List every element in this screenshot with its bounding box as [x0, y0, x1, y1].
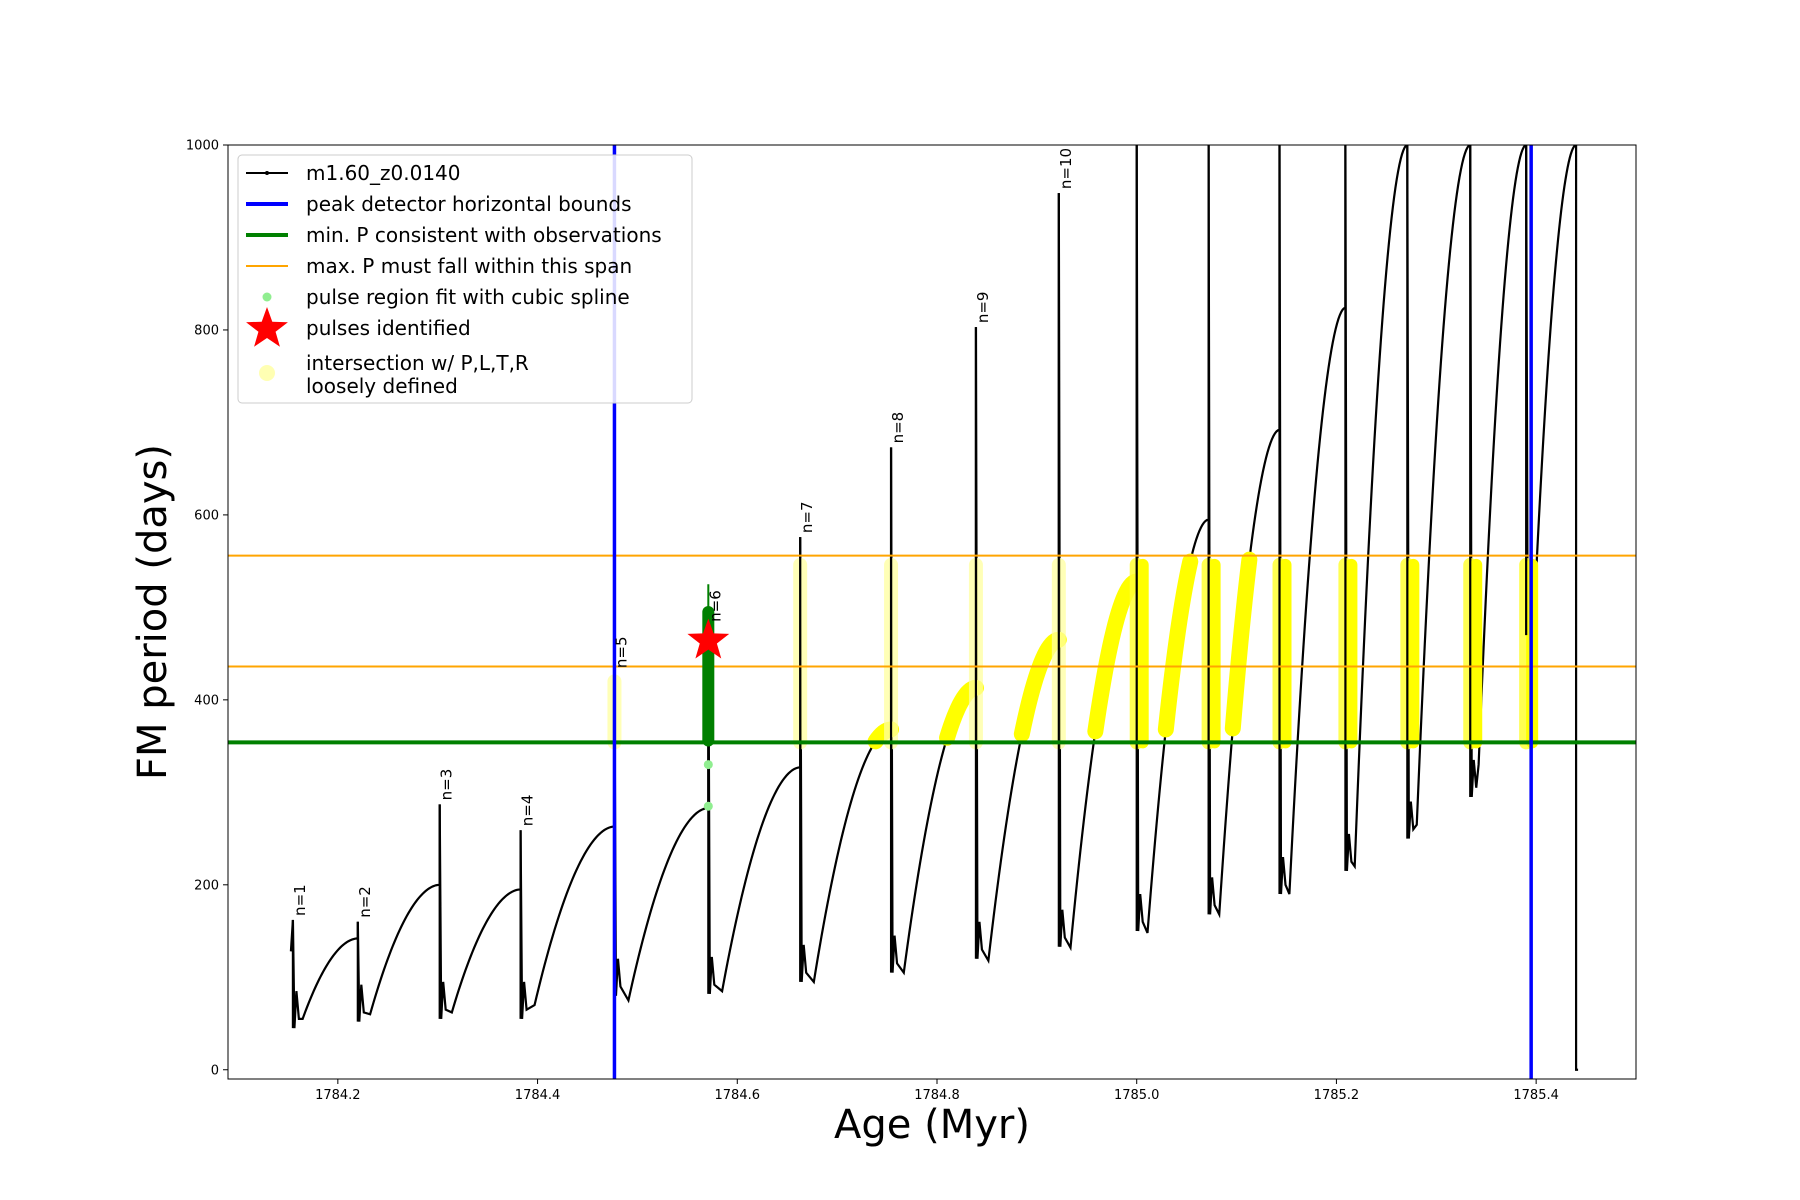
intersection-curve — [1157, 553, 1199, 738]
pulse-label: n=1 — [291, 884, 309, 916]
pulse-label: n=10 — [1057, 148, 1075, 189]
x-tick-label: 1785.2 — [1314, 1088, 1360, 1103]
legend-swatch-marker — [265, 171, 269, 175]
spline-point — [703, 760, 713, 770]
y-tick-label: 200 — [194, 878, 219, 893]
pulse-label: n=2 — [356, 886, 374, 918]
y-axis-title: FM period (days) — [130, 444, 176, 780]
y-tick-label: 1000 — [186, 139, 219, 154]
legend-label-cont: loosely defined — [306, 374, 458, 398]
legend-label: min. P consistent with observations — [306, 223, 662, 247]
pulse-label: n=3 — [438, 769, 456, 801]
x-tick-label: 1784.6 — [715, 1088, 761, 1103]
y-tick-label: 400 — [194, 693, 219, 708]
x-tick-label: 1784.8 — [914, 1088, 960, 1103]
pulse-label: n=4 — [519, 795, 537, 827]
intersection-curve — [1224, 551, 1258, 737]
x-tick-label: 1785.0 — [1114, 1088, 1160, 1103]
x-tick-label: 1784.2 — [315, 1088, 361, 1103]
pulse-label: n=6 — [706, 590, 724, 622]
legend-label: pulses identified — [306, 316, 471, 340]
spline-point — [703, 801, 713, 811]
y-tick-label: 800 — [194, 323, 219, 338]
x-axis-title: Age (Myr) — [834, 1102, 1030, 1148]
intersection-markers — [607, 551, 1539, 750]
pulse-identified-star — [687, 618, 730, 659]
legend-box — [237, 154, 693, 404]
legend-label: m1.60_z0.0140 — [306, 161, 461, 185]
pulse-label: n=7 — [798, 501, 816, 533]
pulse-label: n=9 — [974, 292, 992, 324]
legend-swatch — [246, 307, 288, 347]
pulse-label: n=5 — [612, 636, 630, 668]
legend-swatch — [262, 292, 272, 302]
y-tick-label: 0 — [211, 1063, 219, 1078]
legend-label: peak detector horizontal bounds — [306, 192, 632, 216]
x-tick-label: 1784.4 — [515, 1088, 561, 1103]
legend-label: intersection w/ P,L,T,R — [306, 351, 529, 375]
plot-frame — [227, 144, 1637, 1080]
x-tick-label: 1785.4 — [1513, 1088, 1559, 1103]
pulse-label: n=8 — [889, 412, 907, 444]
legend-label: pulse region fit with cubic spline — [306, 285, 630, 309]
legend-label: max. P must fall within this span — [306, 254, 632, 278]
y-tick-label: 600 — [194, 508, 219, 523]
legend-swatch — [259, 365, 275, 381]
